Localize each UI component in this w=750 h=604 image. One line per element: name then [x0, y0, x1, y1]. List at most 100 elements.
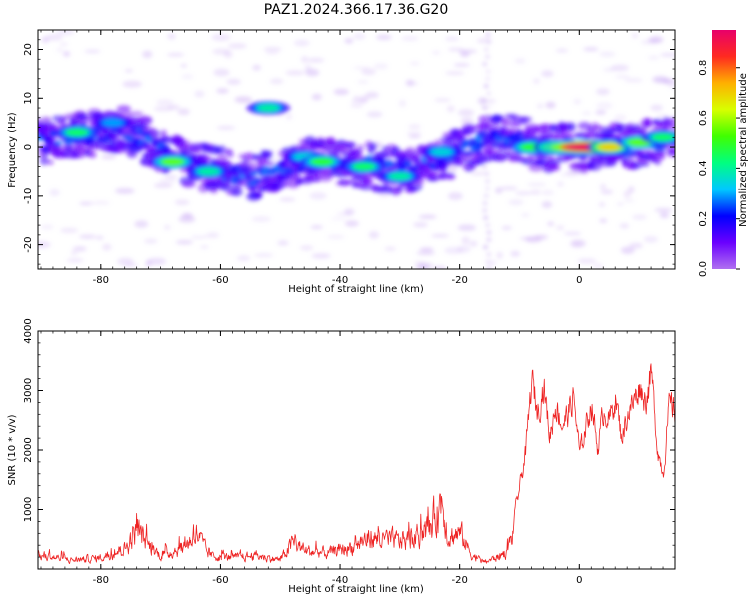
heatmap-cell	[107, 133, 120, 139]
heatmap-cell	[525, 156, 535, 161]
heatmap-cell	[285, 113, 293, 120]
heatmap-blob	[257, 104, 279, 112]
heatmap-cell	[431, 234, 449, 238]
heatmap-cell	[79, 201, 93, 206]
heatmap-cell	[66, 258, 84, 263]
heatmap-cell	[632, 214, 647, 220]
snr-y-ticks: 1000 2000 3000 4000	[23, 318, 675, 570]
heatmap-cell	[541, 70, 554, 78]
spectrogram-y-tick-label: -20	[23, 236, 34, 252]
heatmap-cell	[483, 245, 488, 250]
heatmap-cell	[167, 53, 185, 57]
heatmap-cell	[654, 207, 673, 213]
snr-x-tick-label: -20	[452, 575, 468, 586]
heatmap-cell	[57, 30, 75, 36]
heatmap-cell	[640, 39, 658, 45]
heatmap-cell	[95, 235, 104, 240]
spectrogram-heatmap	[38, 30, 675, 269]
heatmap-cell	[596, 88, 610, 96]
heatmap-cell	[643, 236, 659, 243]
heatmap-cell	[577, 258, 597, 264]
heatmap-cell	[376, 34, 392, 41]
heatmap-cell	[445, 71, 465, 76]
heatmap-cell	[561, 132, 574, 138]
spectrogram-y-tick-label: -10	[23, 188, 34, 204]
heatmap-cell	[434, 98, 451, 103]
heatmap-cell	[654, 78, 672, 84]
snr-series-line	[38, 363, 675, 564]
heatmap-cell	[592, 262, 604, 269]
heatmap-cell	[327, 234, 345, 240]
heatmap-cell	[628, 186, 635, 194]
snr-y-tick-label: 2000	[23, 437, 34, 462]
heatmap-cell	[530, 189, 541, 195]
snr-plot-area	[38, 331, 675, 569]
heatmap-cell	[486, 230, 492, 235]
heatmap-cell	[514, 58, 526, 64]
heatmap-cell	[418, 214, 437, 219]
heatmap-cell	[599, 218, 608, 223]
heatmap-cell	[598, 202, 606, 207]
heatmap-cell	[616, 202, 624, 206]
heatmap-cell	[485, 69, 491, 74]
heatmap-cell	[79, 234, 97, 239]
heatmap-cell	[482, 122, 498, 129]
heatmap-cell	[492, 114, 505, 121]
heatmap-cell	[361, 68, 376, 76]
heatmap-cell	[364, 178, 374, 186]
heatmap-cell	[84, 49, 101, 54]
heatmap-cell	[159, 178, 177, 184]
heatmap-cell	[485, 223, 491, 228]
heatmap-cell	[556, 225, 565, 230]
heatmap-cell	[72, 246, 87, 252]
heatmap-cell	[311, 253, 331, 259]
heatmap-cell	[40, 224, 54, 230]
heatmap-cell	[483, 193, 489, 198]
heatmap-cell	[265, 161, 276, 166]
heatmap-cell	[268, 157, 282, 161]
heatmap-cell	[486, 252, 492, 257]
heatmap-cell	[614, 114, 627, 121]
heatmap-cell	[344, 38, 354, 44]
heatmap-cell	[486, 237, 492, 242]
heatmap-cell	[519, 116, 533, 123]
heatmap-cell	[457, 109, 475, 117]
heatmap-cell	[600, 189, 614, 195]
snr-y-axis-label: SNR (10 * v/v)	[7, 414, 18, 485]
heatmap-cell	[216, 126, 236, 130]
colorbar-ticks: 0.0 0.2 0.4 0.6 0.8	[698, 60, 740, 277]
colorbar: 0.0 0.2 0.4 0.6 0.8 Normalized spectral ampl…	[698, 30, 749, 277]
heatmap-cell	[70, 251, 78, 255]
heatmap-cell	[573, 98, 582, 105]
heatmap-cell	[153, 183, 173, 188]
heatmap-cell	[453, 63, 470, 67]
heatmap-cell	[643, 120, 652, 127]
heatmap-cell	[469, 240, 478, 247]
heatmap-cell	[401, 36, 419, 41]
heatmap-cell	[227, 151, 234, 158]
heatmap-cell	[216, 154, 228, 162]
heatmap-cell	[541, 189, 554, 196]
heatmap-cell	[126, 151, 138, 159]
heatmap-cell	[547, 221, 555, 226]
heatmap-cell	[615, 75, 630, 79]
heatmap-cell	[409, 62, 420, 65]
heatmap-cell	[147, 257, 167, 266]
heatmap-cell	[654, 159, 662, 166]
heatmap-cell	[659, 212, 670, 219]
colorbar-tick-label: 0.4	[698, 160, 709, 176]
heatmap-cell	[396, 184, 404, 192]
heatmap-blob	[198, 167, 219, 176]
heatmap-cell	[482, 62, 488, 67]
heatmap-cell	[137, 115, 152, 123]
heatmap-cell	[484, 186, 490, 191]
heatmap-cell	[620, 246, 635, 254]
heatmap-cell	[527, 182, 547, 187]
heatmap-cell	[269, 78, 284, 85]
heatmap-cell	[285, 70, 305, 76]
heatmap-cell	[599, 51, 616, 57]
heatmap-cell	[434, 139, 442, 146]
heatmap-cell	[431, 51, 441, 55]
